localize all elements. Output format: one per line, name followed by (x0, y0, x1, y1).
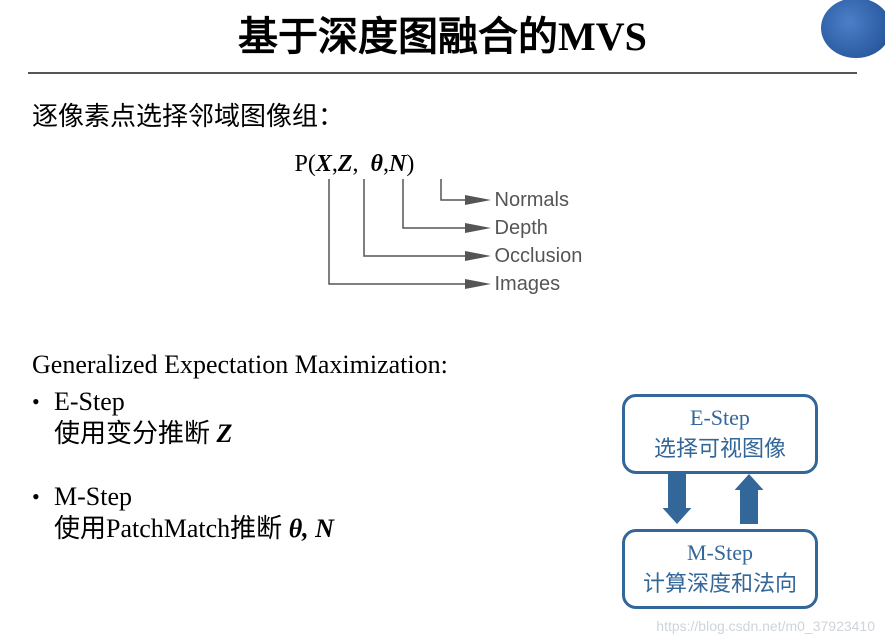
formula-label-depth: Depth (495, 217, 548, 240)
gem-item-var: Z (217, 419, 233, 448)
formula-connectors-svg (233, 151, 653, 321)
watermark: https://blog.csdn.net/m0_37923410 (656, 618, 875, 634)
gem-item-detail: 使用PatchMatch推断 (54, 514, 289, 543)
gem-item-detail: 使用变分推断 (54, 419, 217, 448)
formula-label-normals: Normals (495, 189, 569, 212)
gem-title: Generalized Expectation Maximization: (32, 349, 885, 382)
formula-label-images: Images (495, 273, 561, 296)
formula-diagram: P(X,Z, θ,N) Normals Depth Occlusion Imag… (233, 151, 653, 321)
bullet-icon: • (32, 481, 54, 513)
bullet-icon: • (32, 386, 54, 418)
page-title: 基于深度图融合的MVS (0, 4, 885, 62)
em-diagram: E-Step 选择可视图像 M-Step 计算深度和法向 (577, 394, 857, 614)
section-subtitle: 逐像素点选择邻域图像组： (32, 96, 885, 133)
gem-item-head: M-Step (54, 482, 132, 511)
formula-label-occlusion: Occlusion (495, 245, 583, 268)
gem-item-head: E-Step (54, 387, 125, 416)
title-rule (28, 72, 857, 74)
em-arrows-svg (577, 394, 857, 614)
gem-item-var: θ, N (289, 514, 334, 543)
logo-badge (821, 0, 885, 58)
